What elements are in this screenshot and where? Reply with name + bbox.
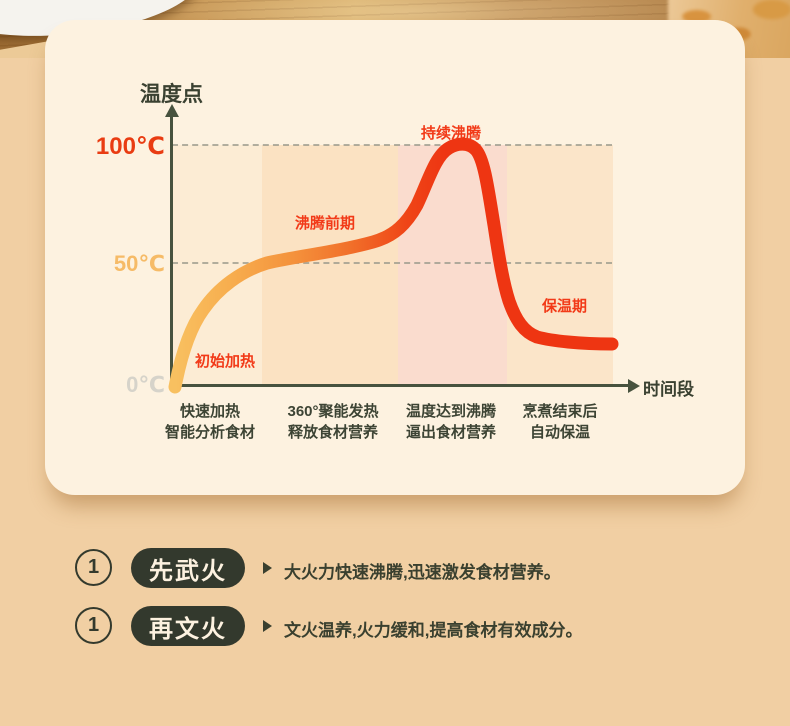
phase-label-2: 360°聚能发热 释放食材营养: [253, 401, 413, 443]
step-1-badge: 先武火: [131, 548, 245, 588]
phase-label-3-line2: 逼出食材营养: [405, 424, 496, 441]
gridline-100: [172, 144, 612, 146]
phase-band-4: [507, 145, 613, 386]
phase-label-1-line2: 智能分析食材: [164, 424, 255, 441]
step-2-number-circle: 1: [75, 607, 112, 644]
triangle-bullet-icon: [263, 562, 272, 574]
annotation-initial-heating: 初始加热: [195, 353, 256, 370]
step-1-number-circle: 1: [75, 549, 112, 586]
phase-label-1-line1: 快速加热: [179, 403, 240, 420]
ytick-0: 0℃: [126, 372, 165, 397]
y-axis: [170, 113, 173, 387]
step-1-description: 大火力快速沸腾,迅速激发食材营养。: [284, 563, 561, 582]
step-row-1: 1 先武火 大火力快速沸腾,迅速激发食材营养。: [0, 548, 790, 591]
phase-band-3: [398, 145, 507, 386]
y-axis-arrow-icon: [164, 104, 179, 117]
ytick-50: 50℃: [113, 251, 165, 276]
x-axis: [170, 384, 630, 387]
chart-card: 温度点 100℃ 50℃ 0℃ 时间段 初始加热 沸腾前期 持续沸: [45, 20, 745, 495]
annotation-continuous-boiling: 持续沸腾: [421, 125, 482, 142]
chart-title: 温度点: [140, 83, 203, 106]
phase-label-2-line2: 释放食材营养: [287, 424, 378, 441]
phase-label-3-line1: 温度达到沸腾: [405, 403, 496, 420]
x-axis-arrow-icon: [628, 378, 640, 393]
phase-label-4: 烹煮结束后 自动保温: [480, 401, 640, 443]
step-row-2: 1 再文火 文火温养,火力缓和,提高食材有效成分。: [0, 606, 790, 649]
phase-label-3: 温度达到沸腾 逼出食材营养: [371, 401, 531, 443]
annotation-pre-boiling: 沸腾前期: [295, 215, 356, 232]
phase-label-4-line2: 自动保温: [529, 424, 590, 441]
gridline-50: [172, 262, 612, 264]
phase-band-2: [262, 145, 398, 386]
x-axis-label: 时间段: [643, 380, 694, 399]
annotation-keep-warm: 保温期: [542, 298, 588, 315]
step-2-description: 文火温养,火力缓和,提高食材有效成分。: [284, 621, 583, 640]
step-2-badge: 再文火: [131, 606, 245, 646]
ytick-100: 100℃: [95, 133, 165, 160]
phase-label-2-line1: 360°聚能发热: [287, 403, 379, 420]
phase-label-4-line1: 烹煮结束后: [522, 403, 598, 420]
phase-label-1: 快速加热 智能分析食材: [130, 401, 290, 443]
triangle-bullet-icon: [263, 620, 272, 632]
